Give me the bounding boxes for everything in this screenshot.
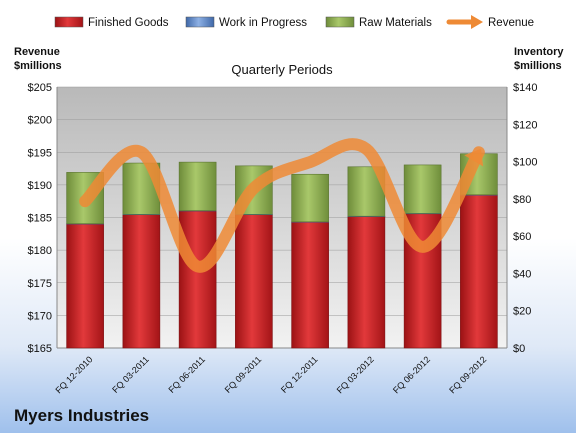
- left-tick-label: $185: [28, 213, 52, 225]
- legend-label: Finished Goods: [88, 17, 169, 29]
- legend-item: Finished Goods: [55, 17, 169, 29]
- left-tick-label: $190: [28, 180, 52, 192]
- legend-label: Raw Materials: [359, 17, 432, 29]
- right-axis-title: Inventory: [514, 46, 564, 58]
- category-label: FQ 09-2011: [223, 354, 264, 395]
- raw-materials-bar: [179, 162, 216, 210]
- right-tick-label: $60: [513, 231, 531, 243]
- left-tick-label: $165: [28, 343, 52, 355]
- left-tick-label: $175: [28, 278, 52, 290]
- finished-goods-bar: [292, 222, 329, 348]
- finished-goods-bar: [348, 217, 385, 348]
- right-tick-label: $140: [513, 82, 537, 94]
- company-name: Myers Industries: [14, 406, 149, 426]
- category-label: FQ 09-2012: [447, 354, 488, 395]
- left-tick-label: $205: [28, 82, 52, 94]
- left-tick-label: $200: [28, 115, 52, 127]
- right-tick-label: $120: [513, 119, 537, 131]
- left-tick-label: $170: [28, 310, 52, 322]
- finished-goods-bar: [235, 215, 272, 348]
- finished-goods-bar: [67, 224, 104, 348]
- legend-swatch: [186, 17, 214, 27]
- right-tick-label: $40: [513, 268, 531, 280]
- finished-goods-bar: [460, 195, 497, 348]
- legend-item: Revenue: [449, 15, 534, 29]
- legend-label: Revenue: [488, 17, 534, 29]
- right-axis-unit: $millions: [514, 60, 562, 72]
- category-label: FQ 03-2011: [110, 354, 151, 395]
- finished-goods-bar: [123, 215, 160, 348]
- raw-materials-bar: [292, 174, 329, 222]
- category-label: FQ 12-2010: [54, 354, 95, 395]
- category-label: FQ 12-2011: [279, 354, 320, 395]
- legend-swatch: [55, 17, 83, 27]
- chart-title: Quarterly Periods: [231, 62, 333, 77]
- left-tick-label: $195: [28, 147, 52, 159]
- left-tick-label: $180: [28, 245, 52, 257]
- right-tick-label: $20: [513, 306, 531, 318]
- legend-item: Raw Materials: [326, 17, 432, 29]
- legend-label: Work in Progress: [219, 17, 307, 29]
- left-axis-unit: $millions: [14, 60, 62, 72]
- legend-swatch: [326, 17, 354, 27]
- legend-arrow-icon: [471, 15, 483, 29]
- category-label: FQ 06-2011: [166, 354, 207, 395]
- right-tick-label: $0: [513, 343, 525, 355]
- finished-goods-bar: [179, 211, 216, 348]
- category-label: FQ 03-2012: [335, 354, 376, 395]
- left-axis-title: Revenue: [14, 46, 60, 58]
- legend-item: Work in Progress: [186, 17, 307, 29]
- raw-materials-bar: [404, 165, 441, 213]
- category-label: FQ 06-2012: [391, 354, 432, 395]
- right-tick-label: $100: [513, 157, 537, 169]
- right-tick-label: $80: [513, 194, 531, 206]
